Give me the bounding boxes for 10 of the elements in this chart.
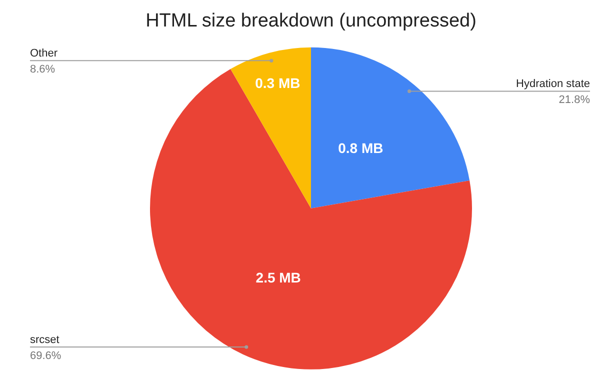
- slice-label: srcset: [30, 334, 60, 346]
- data-label: 0.3 MB: [255, 74, 300, 91]
- chart-title: HTML size breakdown (uncompressed): [146, 10, 476, 32]
- data-label: 2.5 MB: [256, 269, 301, 286]
- text: 69.6%: [30, 350, 62, 362]
- slice-label: Hydration state: [516, 78, 590, 90]
- data-label: 0.8 MB: [338, 140, 384, 156]
- slice-label: Other: [30, 48, 58, 60]
- text: 8.6%: [30, 64, 56, 76]
- text: 21.8%: [558, 94, 590, 106]
